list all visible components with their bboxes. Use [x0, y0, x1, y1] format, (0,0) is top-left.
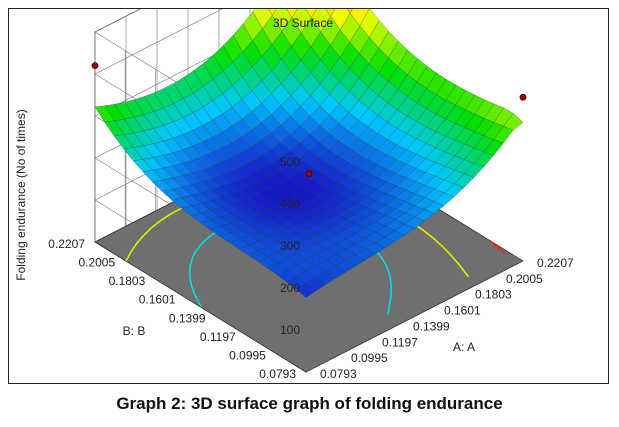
axis-ticks: 0.07930.09950.11970.13990.16010.18030.20…: [48, 155, 574, 381]
design-point: [91, 62, 99, 69]
z-axis-label: Folding endurance (No of times): [14, 109, 28, 280]
x-tick-label: 0.1399: [413, 319, 450, 333]
x-tick-label: 0.1803: [475, 288, 512, 302]
surface-plot: 0.07930.09950.11970.13990.16010.18030.20…: [14, 9, 574, 381]
x-tick-label: 0.2005: [506, 272, 543, 286]
x-tick-label: 0.2207: [537, 256, 574, 270]
z-tick-label: 100: [280, 323, 300, 337]
y-tick-label: 0.2005: [78, 256, 115, 270]
chart-frame: 0.0793 0.0995 0.1197 0.1399 0.1601 0.1803 0.20…: [8, 8, 609, 384]
design-point: [519, 93, 527, 101]
surface-cell: [325, 9, 336, 17]
x-tick-label: 0.0995: [351, 351, 388, 365]
figure-caption: Graph 2: 3D surface graph of folding end…: [116, 394, 503, 413]
y-axis-label: B: B: [123, 324, 146, 338]
z-tick-label: 300: [280, 239, 300, 253]
surface-cell: [268, 9, 277, 16]
z-tick-label: 200: [280, 281, 300, 295]
x-tick-label: 0.1601: [444, 304, 481, 318]
floor-contour: [490, 240, 505, 255]
surface-cell: [305, 9, 317, 19]
surface-cell: [346, 9, 353, 14]
surface-mesh: [94, 9, 524, 298]
design-point: [305, 170, 313, 178]
x-tick-label: 0.0793: [320, 367, 357, 381]
surface-cell: [296, 283, 317, 298]
y-tick-label: 0.2207: [48, 237, 85, 251]
x-axis-label: A: A: [453, 340, 475, 354]
z-tick-label: 400: [280, 197, 300, 211]
z-tick-label: 500: [280, 155, 300, 169]
y-tick-label: 0.1803: [109, 274, 146, 288]
y-tick-label: 0.1399: [169, 311, 206, 325]
y-tick-label: 0.1601: [139, 293, 176, 307]
y-tick-label: 0.0793: [259, 367, 296, 381]
x-tick-label: 0.1197: [382, 335, 418, 349]
y-tick-label: 0.1197: [200, 330, 236, 344]
y-tick-label: 0.0995: [229, 348, 266, 362]
surface-cell: [286, 9, 298, 18]
chart-title: 3D Surface: [273, 16, 333, 30]
